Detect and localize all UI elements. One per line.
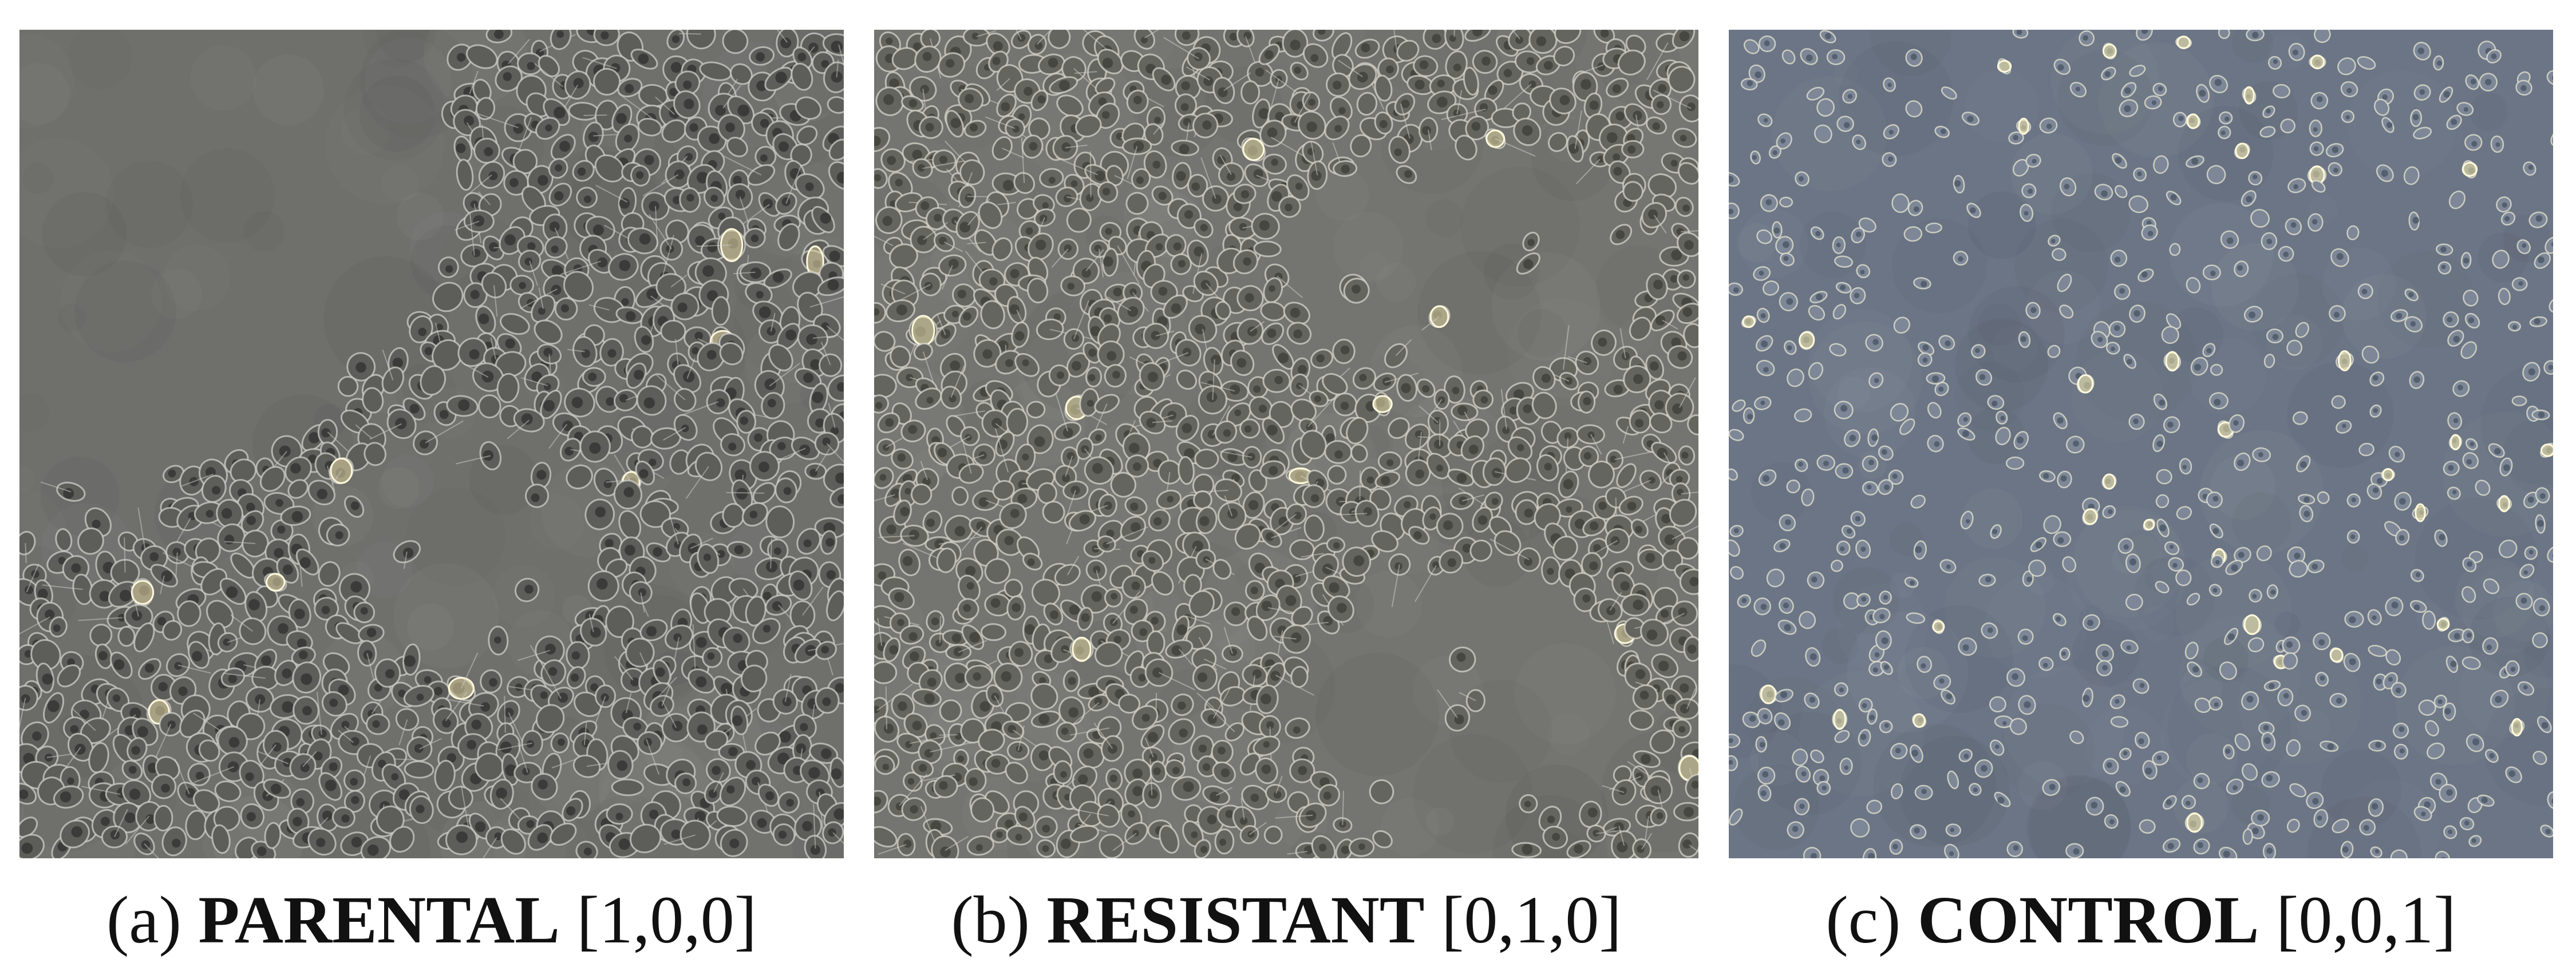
caption-letter: (c) xyxy=(1826,882,1901,957)
caption-parental: (a) PARENTAL [1,0,0] xyxy=(19,880,844,960)
caption-letter: (b) xyxy=(951,882,1030,957)
parental-cell-image xyxy=(19,30,844,858)
caption-label-vector: [0,1,0] xyxy=(1441,882,1622,957)
caption-class-name: CONTROL xyxy=(1917,882,2259,957)
resistant-cell-image xyxy=(874,30,1698,858)
control-cell-image xyxy=(1729,30,2553,858)
panel-parental-micrograph xyxy=(19,30,844,858)
caption-letter: (a) xyxy=(106,882,181,957)
caption-label-vector: [0,0,1] xyxy=(2276,882,2456,957)
caption-label-vector: [1,0,0] xyxy=(576,882,757,957)
panel-resistant-micrograph xyxy=(874,30,1698,858)
panel-control-micrograph xyxy=(1729,30,2553,858)
caption-control: (c) CONTROL [0,0,1] xyxy=(1729,880,2553,960)
caption-class-name: RESISTANT xyxy=(1046,882,1425,957)
caption-class-name: PARENTAL xyxy=(198,882,560,957)
caption-resistant: (b) RESISTANT [0,1,0] xyxy=(874,880,1698,960)
